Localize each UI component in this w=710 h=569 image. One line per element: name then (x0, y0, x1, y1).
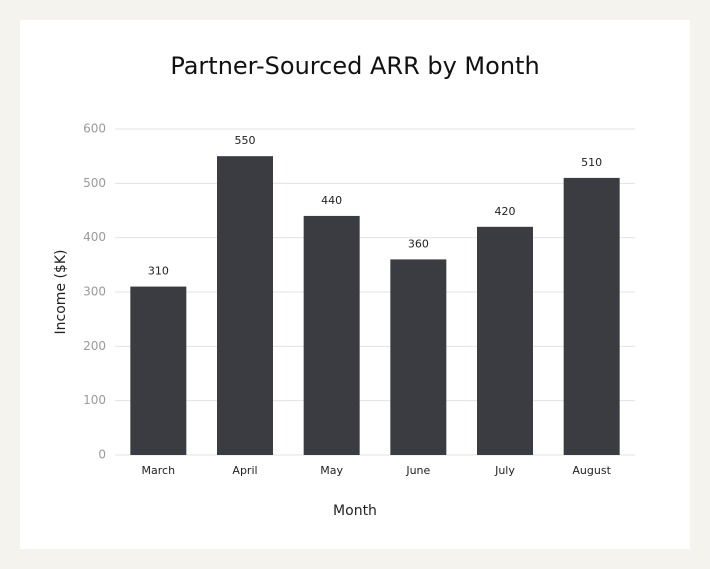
y-tick-label: 0 (98, 448, 106, 462)
y-axis-label: Income ($K) (53, 250, 69, 335)
value-label: 360 (408, 237, 429, 250)
value-label: 420 (495, 205, 516, 218)
bar (390, 259, 447, 455)
y-tick-label: 600 (83, 122, 106, 136)
bar (130, 286, 187, 455)
x-tick-label: August (572, 464, 611, 477)
x-tick-label: April (232, 464, 257, 477)
value-label: 550 (235, 134, 256, 147)
x-tick-label: March (142, 464, 176, 477)
bar (303, 215, 360, 455)
y-tick-label: 200 (83, 339, 106, 353)
chart-title: Partner-Sourced ARR by Month (170, 52, 539, 80)
value-label: 440 (321, 194, 342, 207)
value-label: 310 (148, 265, 169, 278)
x-axis-label: Month (333, 503, 377, 519)
value-label: 510 (581, 156, 602, 169)
x-tick-label: May (320, 464, 343, 477)
bar (217, 156, 273, 455)
bar (477, 226, 533, 455)
bar (563, 177, 620, 455)
y-tick-label: 500 (83, 176, 106, 190)
y-tick-label: 300 (83, 285, 106, 299)
x-tick-label: July (494, 464, 515, 477)
y-tick-label: 100 (83, 393, 106, 407)
y-tick-label: 400 (83, 230, 106, 244)
x-tick-label: June (405, 464, 430, 477)
